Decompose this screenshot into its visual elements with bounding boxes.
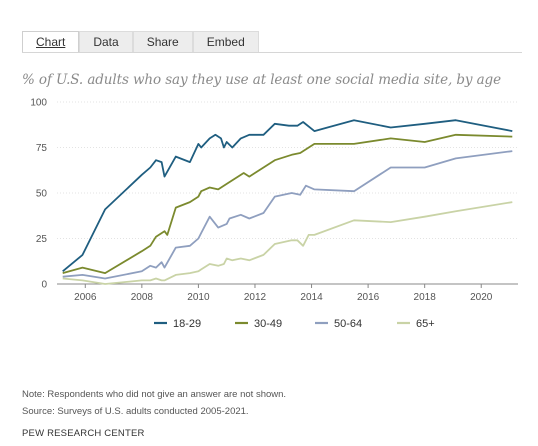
x-tick-label: 2016	[357, 292, 380, 303]
tab-divider	[22, 52, 522, 53]
x-tick-label: 2018	[414, 292, 437, 303]
series-line-65+	[62, 201, 513, 285]
y-tick-label: 0	[41, 280, 47, 291]
legend-label-18-29: 18-29	[173, 318, 201, 330]
tab-embed[interactable]: Embed	[192, 31, 259, 52]
series-line-30-49	[62, 133, 513, 274]
line-chart: 0 25 50 75 100 2006 2008 2010 2012 2014 2016 2018 20…	[30, 98, 518, 330]
series-line-18-29	[62, 119, 513, 272]
tab-data[interactable]: Data	[79, 31, 133, 52]
chart-note: Note: Respondents who did not give an an…	[22, 389, 287, 400]
x-tick-label: 2012	[244, 292, 267, 303]
x-tick-label: 2010	[187, 292, 210, 303]
x-tick-label: 2008	[131, 292, 154, 303]
brand-label: PEW RESEARCH CENTER	[22, 428, 145, 439]
y-tick-label: 50	[36, 189, 48, 200]
legend-label-50-64: 50-64	[334, 318, 362, 330]
chart-title: % of U.S. adults who say they use at lea…	[22, 72, 501, 88]
x-tick-label: 2006	[74, 292, 97, 303]
y-tick-label: 25	[36, 234, 48, 245]
series-line-50-64	[62, 150, 513, 280]
tab-bar: Chart Data Share Embed	[22, 31, 259, 53]
legend-label-65+: 65+	[416, 318, 435, 330]
y-tick-label: 75	[36, 143, 48, 154]
y-tick-label: 100	[30, 98, 47, 109]
chart-source: Source: Surveys of U.S. adults conducted…	[22, 406, 249, 417]
x-tick-label: 2020	[470, 292, 493, 303]
legend-label-30-49: 30-49	[254, 318, 282, 330]
tab-share[interactable]: Share	[132, 31, 193, 52]
tab-chart[interactable]: Chart	[22, 31, 80, 52]
x-tick-label: 2014	[300, 292, 323, 303]
